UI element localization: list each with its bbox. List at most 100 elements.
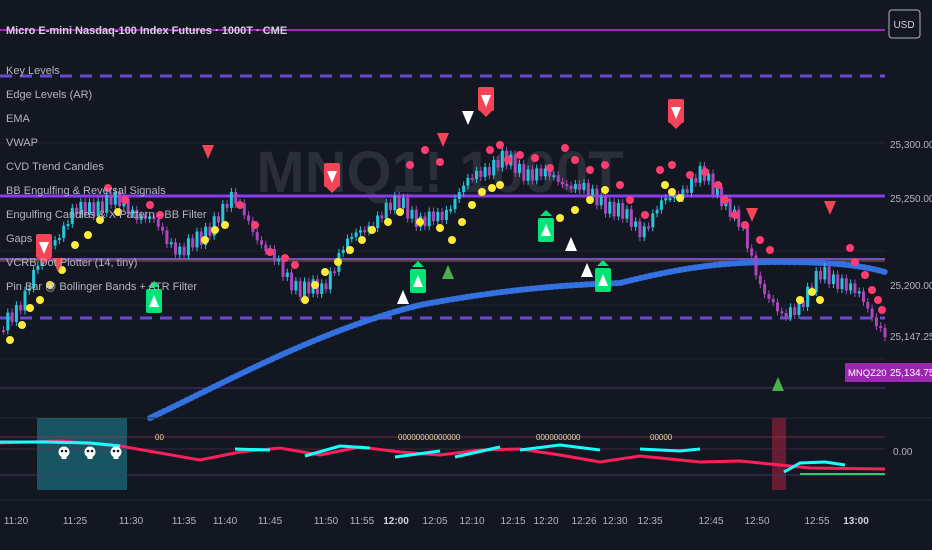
candle-body: [255, 232, 259, 241]
cluster-label: 0000000000: [536, 433, 581, 442]
candle-body: [750, 248, 754, 256]
candle-body: [745, 225, 749, 249]
candle-body: [883, 328, 887, 338]
time-label: 11:30: [119, 516, 144, 527]
dot-pink: [668, 161, 676, 169]
sell-triangle: [824, 201, 836, 215]
dot-pink: [586, 166, 594, 174]
legend-item[interactable]: CVD Trend Candles: [6, 161, 104, 173]
candle-body: [608, 201, 612, 214]
candle-body: [410, 209, 414, 219]
legend-item[interactable]: Key Levels: [6, 65, 60, 77]
candle-body: [290, 272, 294, 291]
dot-pink: [281, 254, 289, 262]
legend-item[interactable]: VCRB Dot Plotter (14, tiny): [6, 257, 137, 269]
candle-body: [53, 240, 57, 246]
time-axis[interactable]: 11:20 11:25 11:30 11:35 11:40 11:45 11:50 11:55…: [4, 516, 869, 527]
dot-pink: [846, 244, 854, 252]
legend-item[interactable]: BB Engulfing & Reversal Signals: [6, 185, 166, 197]
candle-body: [754, 255, 758, 276]
candle-body: [758, 275, 762, 285]
dot-yellow: [416, 218, 424, 226]
sell-signal-arrow: [39, 242, 49, 254]
legend-item[interactable]: VWAP: [6, 137, 38, 149]
dot-yellow: [211, 226, 219, 234]
legend-item[interactable]: Gaps: [6, 233, 33, 245]
sell-triangle: [52, 258, 64, 272]
candle-body: [535, 168, 539, 181]
dot-pink: [721, 196, 729, 204]
candle-body: [595, 188, 599, 206]
candle-body: [604, 196, 607, 214]
dot-yellow: [358, 236, 366, 244]
dot-pink: [626, 196, 634, 204]
candle-body: [612, 201, 616, 217]
dot-yellow: [676, 194, 684, 202]
dot-pink: [156, 211, 164, 219]
candle-body: [836, 274, 840, 289]
legend-item[interactable]: Edge Levels (AR): [6, 89, 92, 101]
dot-pink: [236, 201, 244, 209]
candle-body: [526, 169, 530, 181]
candle-body: [6, 312, 10, 331]
time-label: 11:50: [314, 516, 339, 527]
symbol-title[interactable]: Micro E-mini Nasdaq-100 Index Futures · …: [6, 25, 287, 37]
legend-item[interactable]: Pin Bar @ Bollinger Bands + ATR Filter: [6, 281, 197, 293]
candle-body: [518, 164, 521, 173]
candle-body: [862, 291, 865, 302]
currency-button[interactable]: USD: [888, 9, 921, 39]
candle-body: [621, 203, 625, 219]
candle-body: [565, 184, 569, 187]
candle-body: [208, 226, 212, 236]
candle-body: [389, 202, 392, 211]
dot-pink: [146, 201, 154, 209]
dot-yellow: [668, 188, 676, 196]
candle-body: [212, 216, 216, 236]
price-label: 25,200.00: [890, 281, 932, 292]
candle-body: [819, 270, 822, 280]
candle-body: [831, 274, 835, 285]
candle-body: [582, 183, 586, 190]
candle-body: [221, 203, 225, 223]
legend-item[interactable]: EMA: [6, 113, 31, 125]
dot-yellow: [201, 236, 209, 244]
candle-body: [414, 209, 418, 228]
dot-yellow: [601, 186, 609, 194]
candle-body: [139, 215, 143, 220]
candle-body: [298, 281, 302, 297]
candle-body: [199, 231, 203, 245]
sell-triangle: [202, 145, 214, 159]
candle-body: [788, 307, 792, 318]
price-axis[interactable]: 25,300.00 25,250.00 25,200.00 25,147.25 …: [845, 140, 932, 382]
dot-yellow: [334, 258, 342, 266]
candle-body: [328, 271, 332, 290]
candle-body: [2, 330, 5, 332]
candle-body: [397, 195, 401, 209]
dot-yellow: [114, 208, 122, 216]
sell-triangle: [746, 208, 758, 222]
dot-pink: [731, 211, 739, 219]
candle-body: [281, 259, 285, 278]
time-label: 12:05: [422, 516, 447, 527]
candle-body: [10, 312, 14, 322]
legend-item[interactable]: Engulfing Candles & X Pattern - BB Filte…: [6, 209, 207, 221]
candle-body: [483, 167, 487, 177]
candle-body: [616, 203, 620, 217]
candle-body: [853, 283, 857, 293]
candle-body: [152, 216, 156, 220]
time-label: 12:20: [533, 516, 558, 527]
dot-pink: [878, 306, 886, 314]
candle-body: [513, 154, 517, 173]
dot-pink: [641, 211, 649, 219]
signal-markers: [36, 87, 836, 391]
sell-signal-arrow: [481, 95, 491, 107]
candle-body: [182, 246, 186, 256]
candle-body: [363, 230, 367, 233]
candle-body: [694, 177, 698, 183]
time-label: 12:50: [744, 516, 769, 527]
dot-yellow: [586, 196, 594, 204]
candle-body: [88, 202, 91, 215]
skull-icon: [110, 446, 122, 458]
candle-body: [487, 167, 491, 176]
